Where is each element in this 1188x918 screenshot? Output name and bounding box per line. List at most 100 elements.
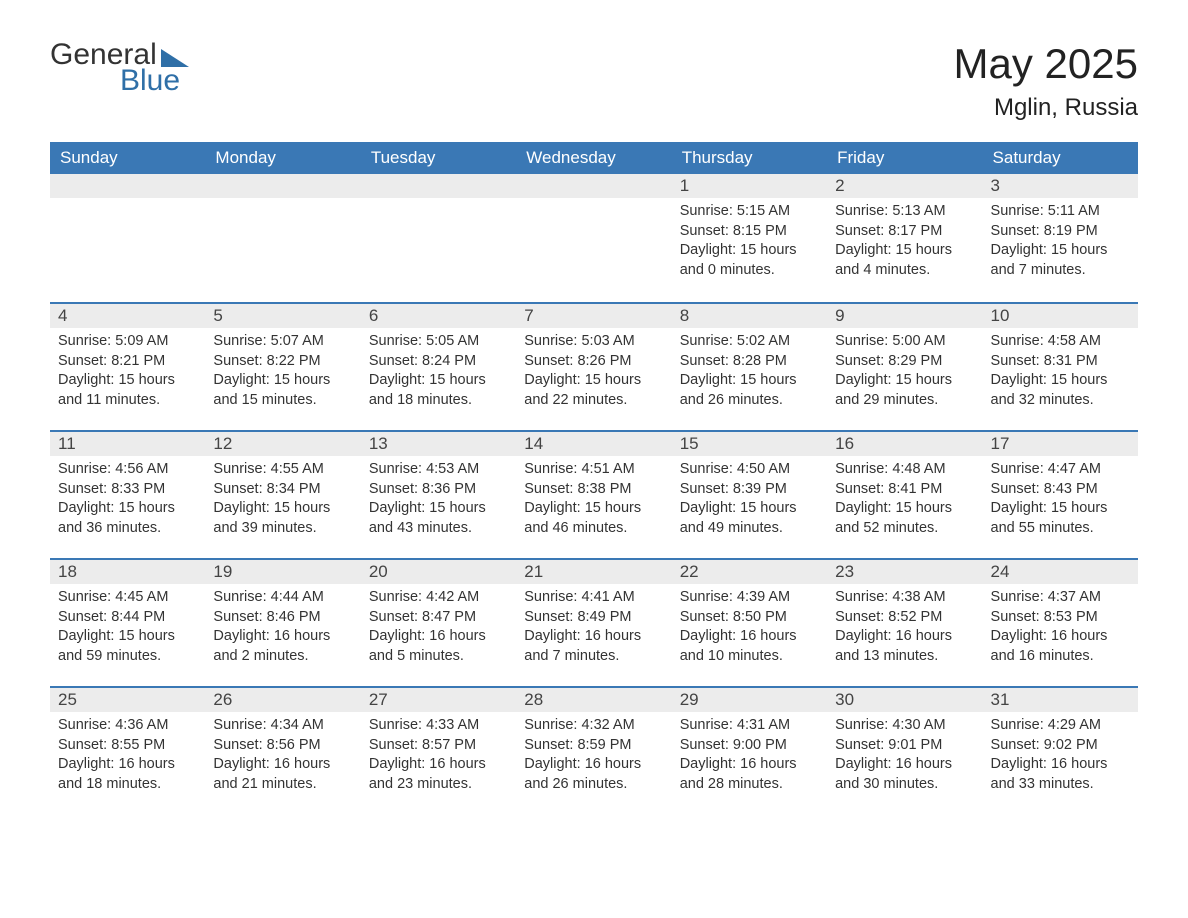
sunset-line: Sunset: 8:55 PM (58, 736, 197, 756)
daylight-line: Daylight: 16 hours and 28 minutes. (680, 755, 819, 794)
day-details: Sunrise: 4:32 AMSunset: 8:59 PMDaylight:… (516, 712, 671, 802)
week-row: 25Sunrise: 4:36 AMSunset: 8:55 PMDayligh… (50, 686, 1138, 814)
day-number: 7 (516, 302, 671, 328)
weekday-header: Friday (827, 142, 982, 174)
day-cell: 10Sunrise: 4:58 AMSunset: 8:31 PMDayligh… (983, 302, 1138, 430)
day-details: Sunrise: 4:36 AMSunset: 8:55 PMDaylight:… (50, 712, 205, 802)
day-details: Sunrise: 4:44 AMSunset: 8:46 PMDaylight:… (205, 584, 360, 674)
week-row: 4Sunrise: 5:09 AMSunset: 8:21 PMDaylight… (50, 302, 1138, 430)
sunset-line: Sunset: 8:33 PM (58, 480, 197, 500)
sunset-line: Sunset: 9:01 PM (835, 736, 974, 756)
daylight-line: Daylight: 15 hours and 18 minutes. (369, 371, 508, 410)
week-row: 1Sunrise: 5:15 AMSunset: 8:15 PMDaylight… (50, 174, 1138, 302)
sunrise-line: Sunrise: 4:44 AM (213, 588, 352, 608)
daylight-line: Daylight: 15 hours and 22 minutes. (524, 371, 663, 410)
day-cell: 20Sunrise: 4:42 AMSunset: 8:47 PMDayligh… (361, 558, 516, 686)
sunset-line: Sunset: 8:56 PM (213, 736, 352, 756)
sunrise-line: Sunrise: 5:03 AM (524, 332, 663, 352)
week-row: 18Sunrise: 4:45 AMSunset: 8:44 PMDayligh… (50, 558, 1138, 686)
daylight-line: Daylight: 15 hours and 59 minutes. (58, 627, 197, 666)
sunset-line: Sunset: 8:36 PM (369, 480, 508, 500)
sunset-line: Sunset: 9:02 PM (991, 736, 1130, 756)
day-details: Sunrise: 5:05 AMSunset: 8:24 PMDaylight:… (361, 328, 516, 418)
day-number: 17 (983, 430, 1138, 456)
sunrise-line: Sunrise: 5:11 AM (991, 202, 1130, 222)
daylight-line: Daylight: 16 hours and 7 minutes. (524, 627, 663, 666)
daylight-line: Daylight: 15 hours and 46 minutes. (524, 499, 663, 538)
day-details: Sunrise: 4:31 AMSunset: 9:00 PMDaylight:… (672, 712, 827, 802)
day-details: Sunrise: 4:42 AMSunset: 8:47 PMDaylight:… (361, 584, 516, 674)
daylight-line: Daylight: 16 hours and 18 minutes. (58, 755, 197, 794)
sunrise-line: Sunrise: 4:34 AM (213, 716, 352, 736)
daylight-line: Daylight: 16 hours and 16 minutes. (991, 627, 1130, 666)
day-cell: 15Sunrise: 4:50 AMSunset: 8:39 PMDayligh… (672, 430, 827, 558)
day-number: 1 (672, 174, 827, 198)
day-cell: 25Sunrise: 4:36 AMSunset: 8:55 PMDayligh… (50, 686, 205, 814)
sunset-line: Sunset: 8:22 PM (213, 352, 352, 372)
empty-day-header (50, 174, 205, 198)
sunset-line: Sunset: 8:29 PM (835, 352, 974, 372)
day-details: Sunrise: 4:47 AMSunset: 8:43 PMDaylight:… (983, 456, 1138, 546)
day-number: 11 (50, 430, 205, 456)
sunset-line: Sunset: 8:49 PM (524, 608, 663, 628)
day-number: 19 (205, 558, 360, 584)
day-number: 24 (983, 558, 1138, 584)
daylight-line: Daylight: 16 hours and 5 minutes. (369, 627, 508, 666)
day-details: Sunrise: 4:33 AMSunset: 8:57 PMDaylight:… (361, 712, 516, 802)
day-details: Sunrise: 4:37 AMSunset: 8:53 PMDaylight:… (983, 584, 1138, 674)
day-cell: 27Sunrise: 4:33 AMSunset: 8:57 PMDayligh… (361, 686, 516, 814)
daylight-line: Daylight: 15 hours and 11 minutes. (58, 371, 197, 410)
daylight-line: Daylight: 16 hours and 33 minutes. (991, 755, 1130, 794)
day-cell: 21Sunrise: 4:41 AMSunset: 8:49 PMDayligh… (516, 558, 671, 686)
day-number: 30 (827, 686, 982, 712)
empty-day-header (516, 174, 671, 198)
day-number: 8 (672, 302, 827, 328)
day-cell (205, 174, 360, 302)
sunset-line: Sunset: 8:34 PM (213, 480, 352, 500)
sunrise-line: Sunrise: 4:47 AM (991, 460, 1130, 480)
day-details: Sunrise: 4:34 AMSunset: 8:56 PMDaylight:… (205, 712, 360, 802)
sunset-line: Sunset: 8:53 PM (991, 608, 1130, 628)
daylight-line: Daylight: 15 hours and 26 minutes. (680, 371, 819, 410)
daylight-line: Daylight: 15 hours and 32 minutes. (991, 371, 1130, 410)
day-details: Sunrise: 5:00 AMSunset: 8:29 PMDaylight:… (827, 328, 982, 418)
day-number: 20 (361, 558, 516, 584)
day-cell: 6Sunrise: 5:05 AMSunset: 8:24 PMDaylight… (361, 302, 516, 430)
day-cell: 31Sunrise: 4:29 AMSunset: 9:02 PMDayligh… (983, 686, 1138, 814)
sunrise-line: Sunrise: 4:37 AM (991, 588, 1130, 608)
sunrise-line: Sunrise: 4:32 AM (524, 716, 663, 736)
daylight-line: Daylight: 16 hours and 13 minutes. (835, 627, 974, 666)
weekday-header: Sunday (50, 142, 205, 174)
sunrise-line: Sunrise: 4:41 AM (524, 588, 663, 608)
daylight-line: Daylight: 16 hours and 26 minutes. (524, 755, 663, 794)
sunset-line: Sunset: 8:43 PM (991, 480, 1130, 500)
daylight-line: Daylight: 15 hours and 4 minutes. (835, 241, 974, 280)
day-cell: 7Sunrise: 5:03 AMSunset: 8:26 PMDaylight… (516, 302, 671, 430)
day-cell: 12Sunrise: 4:55 AMSunset: 8:34 PMDayligh… (205, 430, 360, 558)
sunrise-line: Sunrise: 4:56 AM (58, 460, 197, 480)
sunrise-line: Sunrise: 5:02 AM (680, 332, 819, 352)
day-details: Sunrise: 4:51 AMSunset: 8:38 PMDaylight:… (516, 456, 671, 546)
day-details: Sunrise: 5:02 AMSunset: 8:28 PMDaylight:… (672, 328, 827, 418)
day-cell: 9Sunrise: 5:00 AMSunset: 8:29 PMDaylight… (827, 302, 982, 430)
sunset-line: Sunset: 8:15 PM (680, 222, 819, 242)
daylight-line: Daylight: 15 hours and 29 minutes. (835, 371, 974, 410)
daylight-line: Daylight: 15 hours and 55 minutes. (991, 499, 1130, 538)
day-details: Sunrise: 4:56 AMSunset: 8:33 PMDaylight:… (50, 456, 205, 546)
daylight-line: Daylight: 15 hours and 36 minutes. (58, 499, 197, 538)
weekday-header: Monday (205, 142, 360, 174)
day-details: Sunrise: 5:11 AMSunset: 8:19 PMDaylight:… (983, 198, 1138, 288)
sunrise-line: Sunrise: 4:38 AM (835, 588, 974, 608)
sunrise-line: Sunrise: 4:36 AM (58, 716, 197, 736)
sunset-line: Sunset: 8:44 PM (58, 608, 197, 628)
location: Mglin, Russia (954, 94, 1138, 122)
day-cell (361, 174, 516, 302)
day-cell: 8Sunrise: 5:02 AMSunset: 8:28 PMDaylight… (672, 302, 827, 430)
day-number: 14 (516, 430, 671, 456)
weekday-header: Wednesday (516, 142, 671, 174)
sunrise-line: Sunrise: 4:42 AM (369, 588, 508, 608)
empty-day-header (205, 174, 360, 198)
day-number: 3 (983, 174, 1138, 198)
daylight-line: Daylight: 16 hours and 23 minutes. (369, 755, 508, 794)
week-row: 11Sunrise: 4:56 AMSunset: 8:33 PMDayligh… (50, 430, 1138, 558)
